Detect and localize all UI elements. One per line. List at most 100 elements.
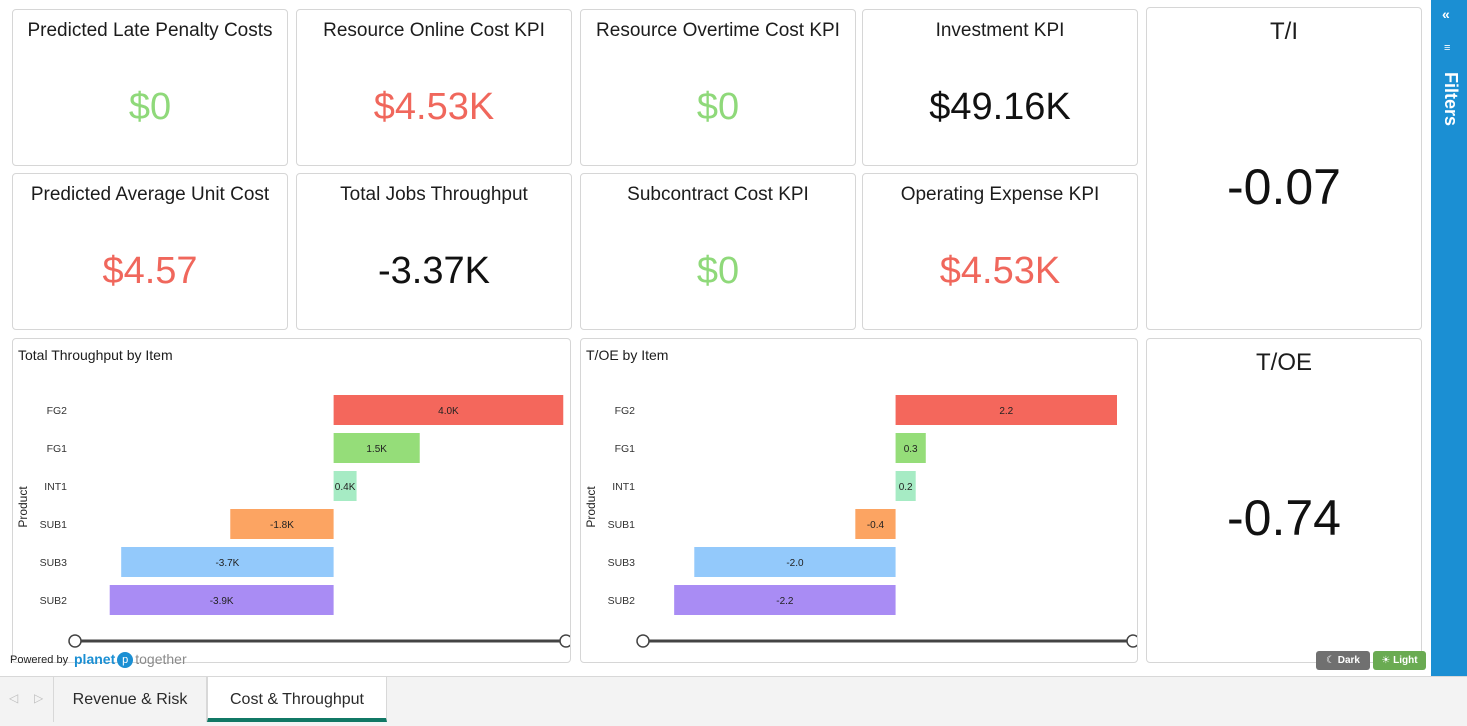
data-label-sub3: -2.0 bbox=[786, 558, 804, 569]
y-axis-label: Product bbox=[584, 486, 598, 528]
tick-label-sub2: SUB2 bbox=[40, 595, 68, 607]
kpi-value: $4.57 bbox=[102, 250, 198, 292]
light-theme-button[interactable]: ☀ Light bbox=[1373, 651, 1426, 670]
bar-fg2[interactable] bbox=[333, 395, 564, 425]
prev-page-icon[interactable]: ◁ bbox=[9, 691, 19, 705]
data-label-sub3: -3.7K bbox=[215, 558, 239, 569]
bar-sub2[interactable] bbox=[674, 585, 896, 615]
light-theme-label: Light bbox=[1393, 655, 1418, 666]
chart-card-total-throughput[interactable]: Total Throughput by Item Product FG2 4.0K F… bbox=[12, 338, 571, 663]
ti-title: T/I bbox=[1270, 18, 1298, 45]
y-axis-label: Product bbox=[16, 486, 30, 528]
data-label-fg2: 2.2 bbox=[999, 406, 1013, 417]
kpi-title: Resource Online Cost KPI bbox=[323, 20, 545, 41]
data-label-fg1: 1.5K bbox=[366, 444, 387, 455]
double-chevron-left-icon[interactable]: « bbox=[1442, 6, 1450, 22]
range-slider-end-handle[interactable] bbox=[1126, 634, 1137, 648]
tick-label-fg1: FG1 bbox=[47, 443, 68, 455]
chart-card-toe-by-item[interactable]: T/OE by Item Product FG2 2.2 FG1 0.3 INT1 0.2 S… bbox=[580, 338, 1138, 663]
bar-sub3[interactable] bbox=[121, 547, 334, 577]
tick-label-sub1: SUB1 bbox=[608, 519, 636, 531]
tick-label-sub1: SUB1 bbox=[40, 519, 68, 531]
tick-label-int1: INT1 bbox=[44, 481, 67, 493]
bar-fg1[interactable] bbox=[333, 433, 420, 463]
kpi-value: $49.16K bbox=[929, 86, 1071, 128]
kpi-title: Subcontract Cost KPI bbox=[627, 184, 809, 205]
range-slider-start-handle[interactable] bbox=[636, 634, 650, 648]
logo-planet-text: planet bbox=[74, 651, 116, 667]
bar-fg1[interactable] bbox=[895, 433, 926, 463]
data-label-int1: 0.4K bbox=[335, 482, 356, 493]
kpi-title: Predicted Late Penalty Costs bbox=[27, 20, 273, 41]
chart-title: Total Throughput by Item bbox=[18, 347, 173, 363]
chart-title: T/OE by Item bbox=[586, 347, 669, 363]
filter-icon: ≡ bbox=[1444, 42, 1451, 54]
kpi-value: $0 bbox=[696, 250, 740, 292]
tick-label-fg2: FG2 bbox=[47, 405, 68, 417]
kpi-card-subcontract-cost[interactable]: Subcontract Cost KPI $0 bbox=[580, 173, 856, 330]
data-label-sub2: -2.2 bbox=[776, 596, 794, 607]
kpi-title: Operating Expense KPI bbox=[900, 184, 1100, 205]
data-label-sub1: -1.8K bbox=[270, 520, 294, 531]
kpi-card-late-penalty[interactable]: Predicted Late Penalty Costs $0 bbox=[12, 9, 288, 166]
tick-label-fg1: FG1 bbox=[615, 443, 636, 455]
kpi-title: Investment KPI bbox=[935, 20, 1065, 41]
tab-revenue-risk[interactable]: Revenue & Risk bbox=[53, 677, 207, 722]
filters-label[interactable]: Filters bbox=[1441, 72, 1461, 127]
tick-label-sub3: SUB3 bbox=[608, 557, 636, 569]
toe-value: -0.74 bbox=[1227, 490, 1341, 546]
logo-together-text: together bbox=[135, 651, 187, 667]
ti-value: -0.07 bbox=[1227, 159, 1341, 215]
bar-sub2[interactable] bbox=[109, 585, 334, 615]
bar-sub1[interactable] bbox=[230, 509, 334, 539]
planet-together-logo[interactable]: planet p together bbox=[74, 651, 187, 669]
sun-icon: ☀ bbox=[1381, 655, 1391, 666]
kpi-value: -3.37K bbox=[378, 250, 490, 292]
data-label-fg1: 0.3 bbox=[904, 444, 918, 455]
tick-label-fg2: FG2 bbox=[615, 405, 636, 417]
kpi-card-t-over-oe[interactable]: T/OE -0.74 bbox=[1146, 338, 1422, 663]
kpi-title: Resource Overtime Cost KPI bbox=[596, 20, 840, 41]
logo-mark-icon: p bbox=[117, 652, 134, 669]
bar-int1[interactable] bbox=[895, 471, 916, 501]
kpi-card-resource-overtime-cost[interactable]: Resource Overtime Cost KPI $0 bbox=[580, 9, 856, 166]
next-page-icon[interactable]: ▷ bbox=[34, 691, 44, 705]
bar-sub1[interactable] bbox=[855, 509, 896, 539]
data-label-fg2: 4.0K bbox=[438, 406, 459, 417]
data-label-sub2: -3.9K bbox=[210, 596, 234, 607]
moon-icon: ☾ bbox=[1326, 655, 1335, 666]
kpi-value: $4.53K bbox=[939, 250, 1061, 292]
tab-label: Revenue & Risk bbox=[72, 691, 188, 708]
tab-label: Cost & Throughput bbox=[229, 691, 364, 708]
toe-by-item-chart: Product FG2 2.2 FG1 0.3 INT1 0.2 SUB1 -0.4 SUB3 -2… bbox=[584, 395, 1137, 648]
data-label-int1: 0.2 bbox=[899, 482, 913, 493]
bar-sub3[interactable] bbox=[694, 547, 896, 577]
kpi-title: Total Jobs Throughput bbox=[340, 184, 528, 205]
powered-by-label: Powered by bbox=[10, 654, 69, 666]
tick-label-sub2: SUB2 bbox=[608, 595, 636, 607]
kpi-card-resource-online-cost[interactable]: Resource Online Cost KPI $4.53K bbox=[296, 9, 572, 166]
kpi-card-average-unit-cost[interactable]: Predicted Average Unit Cost $4.57 bbox=[12, 173, 288, 330]
kpi-value: $0 bbox=[696, 86, 740, 128]
page-tab-bar: ◁ ▷ Revenue & Risk Cost & Throughput bbox=[0, 676, 1467, 726]
total-throughput-chart: Product FG2 4.0K FG1 1.5K INT1 0.4K SUB1 -1.8K SU… bbox=[16, 395, 570, 648]
filters-pane[interactable] bbox=[1431, 0, 1467, 676]
bar-fg2[interactable] bbox=[895, 395, 1117, 425]
kpi-title: Predicted Average Unit Cost bbox=[30, 184, 270, 205]
tick-label-sub3: SUB3 bbox=[40, 557, 68, 569]
toe-title: T/OE bbox=[1255, 349, 1312, 376]
kpi-card-investment[interactable]: Investment KPI $49.16K bbox=[862, 9, 1138, 166]
dark-theme-label: Dark bbox=[1337, 655, 1360, 666]
range-slider-end-handle[interactable] bbox=[559, 634, 570, 648]
tab-cost-throughput[interactable]: Cost & Throughput bbox=[207, 677, 387, 722]
kpi-card-total-jobs-throughput[interactable]: Total Jobs Throughput -3.37K bbox=[296, 173, 572, 330]
kpi-value: $4.53K bbox=[373, 86, 495, 128]
range-slider-start-handle[interactable] bbox=[68, 634, 82, 648]
bar-int1[interactable] bbox=[333, 471, 357, 501]
kpi-card-t-over-i[interactable]: T/I -0.07 bbox=[1146, 7, 1422, 330]
kpi-value: $0 bbox=[128, 86, 172, 128]
kpi-card-operating-expense[interactable]: Operating Expense KPI $4.53K bbox=[862, 173, 1138, 330]
tick-label-int1: INT1 bbox=[612, 481, 635, 493]
dark-theme-button[interactable]: ☾ Dark bbox=[1316, 651, 1370, 670]
